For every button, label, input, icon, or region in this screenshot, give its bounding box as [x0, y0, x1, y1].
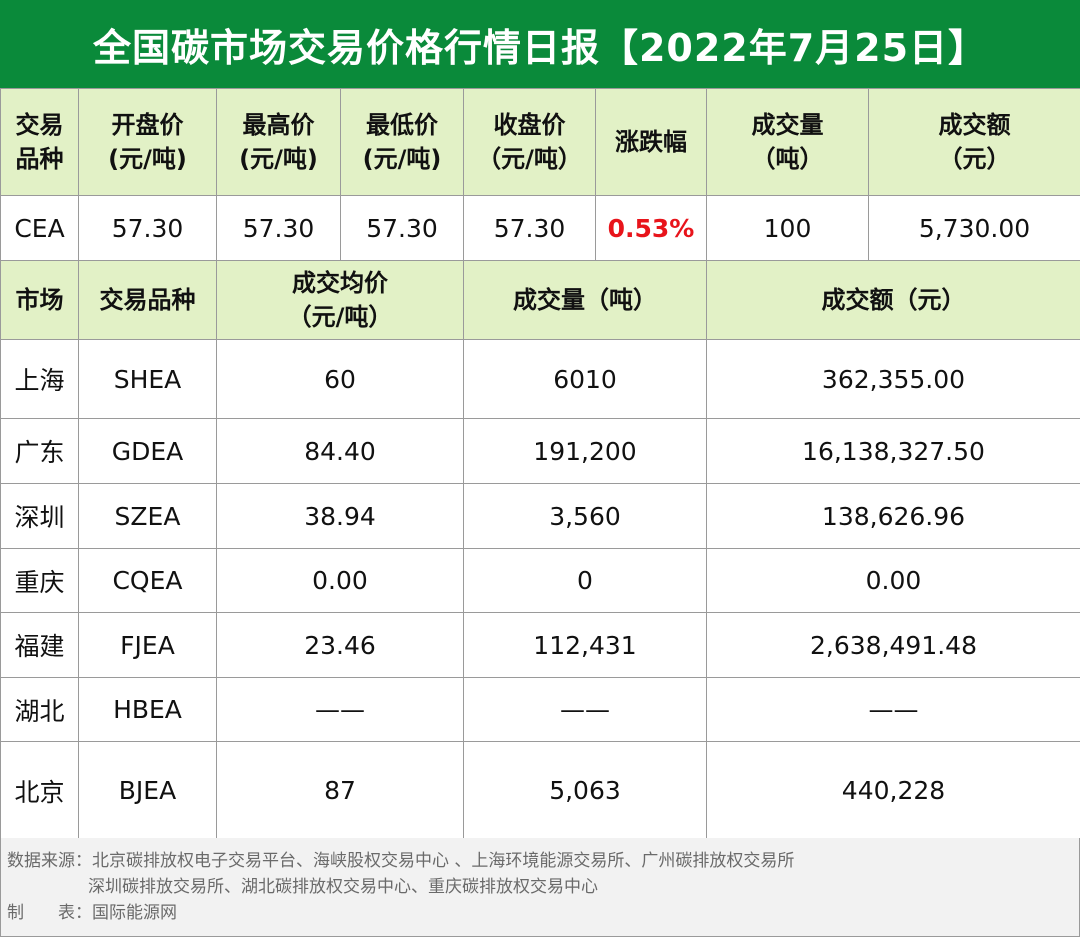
cell-product: CEA: [0, 195, 79, 262]
regional-header-row: 市场 交易品种 成交均价 （元/吨） 成交量（吨） 成交额（元）: [0, 260, 1080, 340]
cell-volume: 6010: [463, 339, 707, 419]
cell-market: 福建: [0, 612, 79, 678]
cell-product: SHEA: [78, 339, 217, 419]
cell-market: 北京: [0, 741, 79, 840]
header-amount: 成交额（元）: [868, 88, 1080, 196]
cell-amount: 0.00: [706, 548, 1080, 613]
cell-amount: 2,638,491.48: [706, 612, 1080, 678]
header-volume: 成交量（吨）: [463, 260, 707, 340]
header-avg-price: 成交均价 （元/吨）: [216, 260, 464, 340]
table-row: 北京 BJEA 87 5,063 440,228: [0, 741, 1080, 840]
cell-avg: 84.40: [216, 418, 464, 484]
cell-avg: 0.00: [216, 548, 464, 613]
national-header-row: 交易 品种 开盘价 (元/吨) 最高价 (元/吨) 最低价 (元/吨) 收盘价 （元/吨）…: [0, 88, 1080, 196]
cell-market: 湖北: [0, 677, 79, 742]
cell-volume: 112,431: [463, 612, 707, 678]
cell-amount: 362,355.00: [706, 339, 1080, 419]
table-row: 福建 FJEA 23.46 112,431 2,638,491.48: [0, 612, 1080, 678]
cell-product: BJEA: [78, 741, 217, 840]
data-source-line-continued: 深圳碳排放交易所、湖北碳排放权交易中心、重庆碳排放权交易中心: [88, 877, 598, 897]
national-data-row: CEA 57.30 57.30 57.30 57.30 0.53% 100 5,…: [0, 195, 1080, 262]
cell-volume: 100: [706, 195, 869, 262]
table-row: 重庆 CQEA 0.00 0 0.00: [0, 548, 1080, 613]
cell-high: 57.30: [216, 195, 341, 262]
header-amount: 成交额（元）: [706, 260, 1080, 340]
cell-open: 57.30: [78, 195, 217, 262]
cell-volume: 191,200: [463, 418, 707, 484]
cell-market: 重庆: [0, 548, 79, 613]
cell-avg: 38.94: [216, 483, 464, 549]
table-row: 广东 GDEA 84.40 191,200 16,138,327.50: [0, 418, 1080, 484]
cell-product: GDEA: [78, 418, 217, 484]
cell-change: 0.53%: [595, 195, 707, 262]
cell-volume: ——: [463, 677, 707, 742]
cell-avg: 60: [216, 339, 464, 419]
header-close-price: 收盘价 （元/吨）: [463, 88, 596, 196]
table-row: 上海 SHEA 60 6010 362,355.00: [0, 339, 1080, 419]
cell-amount: 138,626.96: [706, 483, 1080, 549]
header-product: 交易品种: [0, 88, 79, 196]
maker-line: 制 表：国际能源网: [7, 900, 177, 926]
cell-close: 57.30: [463, 195, 596, 262]
header-volume: 成交量（吨）: [706, 88, 869, 196]
cell-volume: 0: [463, 548, 707, 613]
header-high-price: 最高价 (元/吨): [216, 88, 341, 196]
table-row: 深圳 SZEA 38.94 3,560 138,626.96: [0, 483, 1080, 549]
cell-market: 广东: [0, 418, 79, 484]
table-row: 湖北 HBEA —— —— ——: [0, 677, 1080, 742]
report-title: 全国碳市场交易价格行情日报【2022年7月25日】: [0, 0, 1080, 88]
cell-volume: 3,560: [463, 483, 707, 549]
cell-avg: 23.46: [216, 612, 464, 678]
cell-market: 上海: [0, 339, 79, 419]
header-market: 市场: [0, 260, 79, 340]
cell-product: HBEA: [78, 677, 217, 742]
cell-volume: 5,063: [463, 741, 707, 840]
data-source-line: 数据来源：北京碳排放权电子交易平台、海峡股权交易中心 、上海环境能源交易所、广州…: [7, 851, 795, 871]
national-market-table: 交易 品种 开盘价 (元/吨) 最高价 (元/吨) 最低价 (元/吨) 收盘价 （元/吨）…: [0, 88, 1080, 262]
maker-label-suffix: 表：: [58, 903, 92, 923]
cell-market: 深圳: [0, 483, 79, 549]
header-low-price: 最低价 (元/吨): [340, 88, 464, 196]
cell-avg: 87: [216, 741, 464, 840]
cell-amount: 16,138,327.50: [706, 418, 1080, 484]
header-open-price: 开盘价 (元/吨): [78, 88, 217, 196]
maker-name: 国际能源网: [92, 903, 177, 923]
cell-product: CQEA: [78, 548, 217, 613]
cell-product: FJEA: [78, 612, 217, 678]
source-footer: 数据来源：北京碳排放权电子交易平台、海峡股权交易中心 、上海环境能源交易所、广州…: [0, 838, 1080, 937]
cell-avg: ——: [216, 677, 464, 742]
maker-label: 制: [7, 903, 24, 923]
cell-low: 57.30: [340, 195, 464, 262]
cell-amount: ——: [706, 677, 1080, 742]
header-change: 涨跌幅: [595, 88, 707, 196]
cell-amount: 5,730.00: [868, 195, 1080, 262]
header-product: 交易品种: [78, 260, 217, 340]
cell-amount: 440,228: [706, 741, 1080, 840]
cell-product: SZEA: [78, 483, 217, 549]
regional-market-table: 市场 交易品种 成交均价 （元/吨） 成交量（吨） 成交额（元） 上海 SHEA …: [0, 260, 1080, 840]
